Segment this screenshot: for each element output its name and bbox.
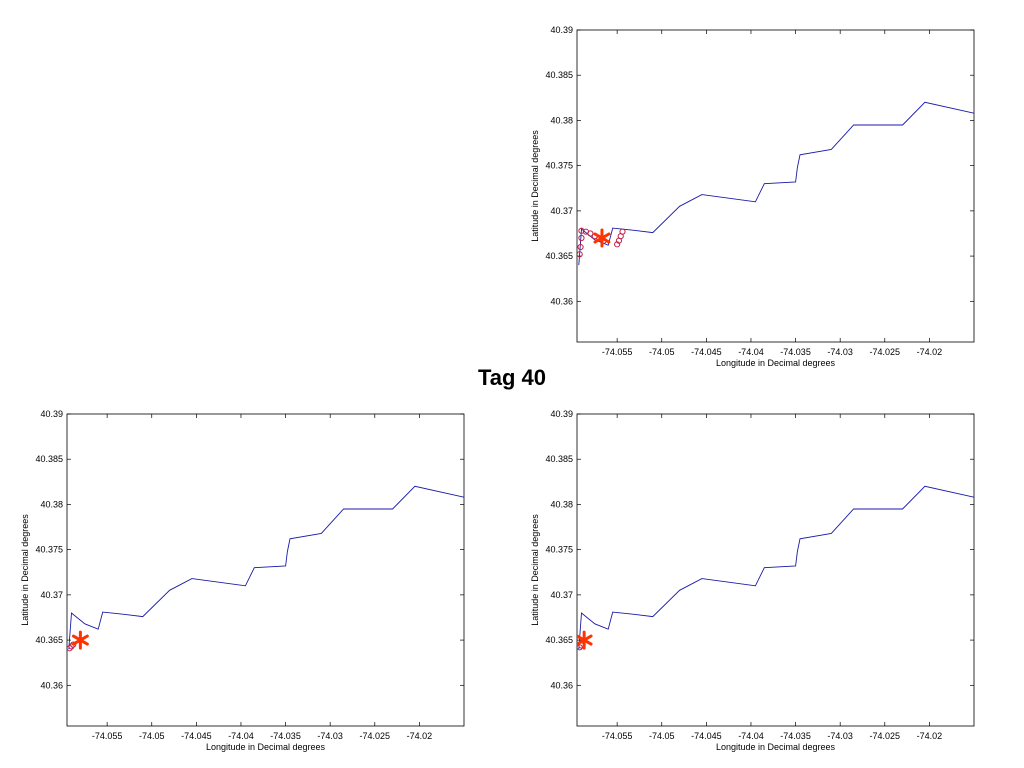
y-tick-label: 40.385 [545,454,573,464]
y-axis-label: Latitude in Decimal degrees [530,130,540,242]
x-tick-label: -74.04 [738,731,764,741]
y-tick-label: 40.37 [550,206,573,216]
chart-top-right: -74.055 -74.05 -74.045 -74.04 -74.035 -74.03 -… [530,25,975,368]
detection-point [70,641,77,648]
x-tick-label: -74.04 [228,731,254,741]
x-tick-label: -74.025 [870,347,901,357]
detection-point [578,234,585,242]
axes-box [576,413,975,727]
chart-bottom-right: -74.055 -74.05 -74.045 -74.04 -74.035 -74.03 -… [530,409,975,752]
y-tick-label: 40.385 [545,70,573,80]
y-tick-label: 40.365 [545,635,573,645]
x-tick-label: -74.025 [360,731,391,741]
y-tick-label: 40.375 [545,161,573,171]
x-tick-label: -74.025 [870,731,901,741]
x-axis-label: Longitude in Decimal degrees [716,742,836,752]
x-tick-label: -74.03 [317,731,343,741]
x-tick-label: -74.045 [181,731,212,741]
track-line [68,485,464,650]
x-tick-label: -74.05 [139,731,165,741]
detection-point [577,251,583,258]
detection-point [587,230,594,237]
detection-point [614,241,621,248]
x-tick-label: -74.055 [602,731,633,741]
asterisk-marker [593,228,611,248]
detection-point [619,228,626,235]
y-tick-label: 40.365 [35,635,63,645]
axes-box [66,413,465,727]
y-tick-label: 40.39 [40,409,63,419]
plot-area [577,485,974,651]
y-tick-label: 40.365 [545,251,573,261]
x-tick-label: -74.035 [780,731,811,741]
y-tick-label: 40.385 [35,454,63,464]
y-axis-label: Latitude in Decimal degrees [20,514,30,626]
track-line [578,485,974,650]
figure-title: Tag 40 [477,365,547,390]
x-tick-label: -74.055 [602,347,633,357]
y-tick-label: 40.39 [550,25,573,35]
y-tick-label: 40.36 [550,296,573,306]
track-line [578,101,974,266]
x-tick-label: -74.035 [270,731,301,741]
y-tick-label: 40.37 [40,590,63,600]
plot-area [577,101,974,266]
plot-area [67,485,464,652]
y-axis-label: Latitude in Decimal degrees [530,514,540,626]
x-axis-label: Longitude in Decimal degrees [716,358,836,368]
axes-box [576,29,975,343]
y-tick-label: 40.38 [550,115,573,125]
x-tick-label: -74.045 [691,731,722,741]
x-tick-label: -74.05 [649,347,675,357]
x-tick-label: -74.04 [738,347,764,357]
y-tick-label: 40.36 [550,680,573,690]
x-tick-label: -74.045 [691,347,722,357]
chart-bottom-left: -74.055 -74.05 -74.045 -74.04 -74.035 -74.03 -… [20,409,465,752]
y-tick-label: 40.36 [40,680,63,690]
x-tick-label: -74.03 [827,347,853,357]
x-tick-label: -74.02 [917,347,943,357]
x-tick-label: -74.055 [92,731,123,741]
y-tick-label: 40.37 [550,590,573,600]
y-tick-label: 40.375 [35,545,63,555]
asterisk-marker [71,630,89,650]
x-tick-label: -74.03 [827,731,853,741]
asterisk-marker [577,630,593,650]
detection-point [578,227,585,234]
y-tick-label: 40.38 [550,499,573,509]
x-tick-label: -74.035 [780,347,811,357]
y-tick-label: 40.38 [40,499,63,509]
x-tick-label: -74.02 [407,731,433,741]
y-tick-label: 40.39 [550,409,573,419]
detection-point [68,643,75,650]
detection-point [577,243,584,251]
x-axis-label: Longitude in Decimal degrees [206,742,326,752]
x-tick-label: -74.05 [649,731,675,741]
y-tick-label: 40.375 [545,545,573,555]
detection-point [67,645,73,652]
x-tick-label: -74.02 [917,731,943,741]
detection-point [577,644,583,651]
